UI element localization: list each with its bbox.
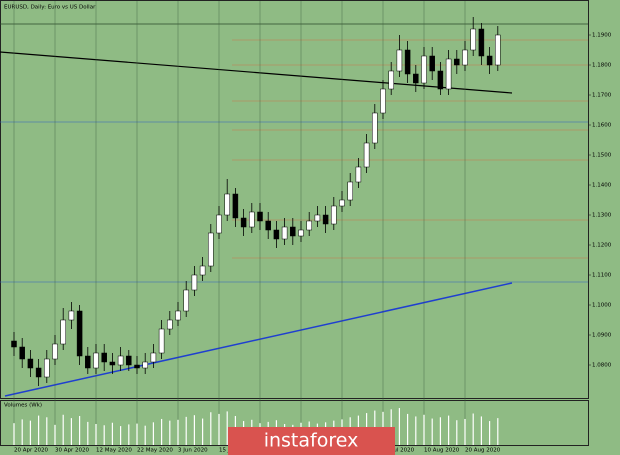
candle-body [486,55,493,66]
y-tick-label: 1.1400 [592,183,612,189]
trend-line [0,51,513,94]
y-tick-label: 1.1200 [592,243,612,249]
candle-body [396,49,403,72]
marks: 1.0800 1.0900 1.1000 1.1100 1.1200 1.1300 1.14… [11,1,612,454]
candle-body [11,340,17,348]
candle-body [273,229,280,240]
candle-body [429,55,435,72]
candle-body [85,355,91,369]
candle-body [265,220,271,231]
y-tick-label: 1.1800 [592,63,612,69]
y-tick-label: 1.0800 [592,363,612,369]
x-tick-label: 22 May 2020 [137,448,173,454]
candle-body [109,361,116,366]
y-tick-label: 1.1900 [592,33,612,39]
x-tick-label: 29 Jul 2020 [383,448,415,454]
candle-body [142,361,148,369]
candle-body [470,28,476,51]
candle-body [249,211,255,228]
trend-line [4,282,513,397]
candle-body [158,328,165,354]
candle-body [298,229,304,237]
candle-body [175,310,181,321]
candle-body [372,112,378,144]
x-tick-label: 30 Apr 2020 [55,448,90,454]
y-tick-label: 1.1000 [592,303,612,309]
candle-body [363,142,370,168]
candle-body [224,193,230,216]
candle-body [454,58,460,66]
x-tick-label: 20 Aug 2020 [465,448,501,454]
candle-body [199,265,206,276]
candle-body [331,205,337,225]
candle-body [208,232,214,267]
candle-body [339,199,345,207]
candle-body [437,70,444,90]
candle-body [281,226,288,240]
candle-body [191,274,198,291]
candle-body [462,49,468,66]
candle-body [183,289,189,312]
y-tick-label: 1.1100 [592,273,612,279]
candle-body [421,55,427,84]
y-tick-label: 1.1600 [592,123,612,129]
price-pane [0,0,589,399]
y-tick-label: 1.1700 [592,93,612,99]
candle-body [44,358,50,378]
volume-label: Volumes (Wk) [4,403,42,409]
candle-body [35,367,42,378]
candle-body [19,346,25,360]
x-tick-label: 10 Aug 2020 [424,448,460,454]
watermark: instaforex [264,430,359,452]
candle-body [101,352,107,363]
candle-body [52,343,58,360]
candle-body [232,193,239,219]
candle-body [134,364,140,369]
candle-body [117,355,124,366]
candle-body [306,220,312,231]
x-tick-label: 20 Apr 2020 [14,448,49,454]
candle-body [347,181,353,201]
candle-body [314,214,321,222]
y-tick-label: 1.1500 [592,153,612,159]
candle-body [495,34,501,66]
x-tick-label: 12 May 2020 [96,448,132,454]
candle-body [240,217,247,228]
candle-body [478,28,485,57]
candle-body [68,310,75,321]
fib-levels [232,39,588,259]
candle-body [404,49,411,75]
y-tick-label: 1.1300 [592,213,612,219]
candle-body [60,319,66,345]
candle-body [290,226,296,237]
candle-body [355,166,362,183]
candle-body [167,319,173,330]
candle-body [380,88,386,114]
candle-body [76,310,83,357]
candle-body [413,73,419,84]
watermark-box [228,427,395,455]
y-tick-label: 1.0900 [592,333,612,339]
candle-body [257,211,263,222]
chart-title: EURUSD, Daily: Euro vs US Dollar [4,5,96,11]
candle-body [388,70,394,90]
candle-body [126,355,132,366]
candle-body [216,214,222,234]
candle-body [93,352,99,369]
x-tick-label: 3 Jun 2020 [178,448,208,454]
candle-body [445,58,452,90]
candle-body [150,352,157,363]
candle-body [322,214,329,225]
candle-body [27,358,34,369]
